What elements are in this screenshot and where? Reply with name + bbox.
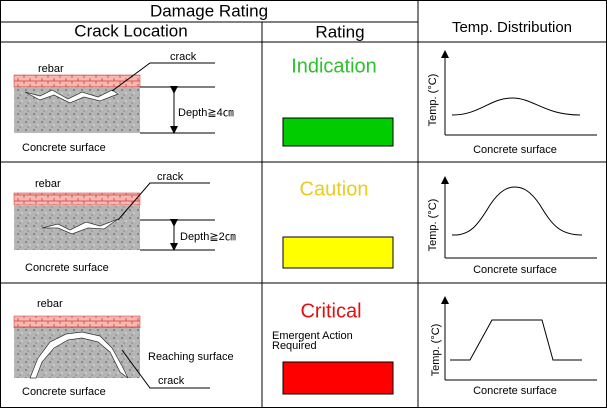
row-critical: rebar Reaching surface crack Concrete su… [13,296,597,398]
temp-title: Temp. Distribution [452,19,572,36]
rebar-label: rebar [37,298,63,310]
rating-label: Critical [300,300,361,322]
temp-axis-label: Temp. (°C) [430,324,442,377]
rebar-layer [13,74,141,88]
row-indication: rebar crack Depth≧4㎝ Concrete surface In… [13,50,597,156]
rebar-layer [13,315,141,329]
depth-label: Depth≧4㎝ [178,107,234,119]
note-label: Reaching surface [148,351,234,363]
crack-shape [24,89,119,104]
action-label: Emergent Action [272,330,353,342]
rating-box [282,236,394,269]
column-header: Rating [315,22,364,41]
temp-curve [451,97,581,116]
crack-shape [41,218,119,235]
row-caution: rebar crack Depth≧2㎝ Concrete surface Ca… [13,171,597,276]
rebar-label: rebar [35,178,61,190]
temp-x-label: Concrete surface [473,385,557,397]
leader [117,182,210,221]
surface-label: Concrete surface [22,142,106,154]
column-header: Crack Location [74,21,187,40]
action-label: Required [272,340,317,352]
rebar-layer [13,192,141,206]
leader [121,349,210,389]
crack-label: crack [157,171,184,183]
title: Damage Rating [150,1,268,20]
temp-curve [451,186,583,236]
rating-box [282,361,394,395]
temp-x-label: Concrete surface [473,264,557,276]
rating-label: Caution [300,178,369,200]
crack-label: crack [158,375,185,387]
surface-label: Concrete surface [22,386,106,398]
crack-label: crack [170,51,197,63]
rating-label: Indication [291,55,377,77]
depth-label: Depth≧2㎝ [180,231,236,243]
surface-label: Concrete surface [25,262,109,274]
leader [111,62,215,92]
temp-axis-label: Temp. (°C) [427,74,439,127]
temp-axis-label: Temp. (°C) [427,199,439,252]
crack-shape [29,331,129,379]
rebar-label: rebar [38,63,64,75]
rating-box [282,117,394,147]
temp-curve [450,319,582,361]
temp-x-label: Concrete surface [473,144,557,156]
